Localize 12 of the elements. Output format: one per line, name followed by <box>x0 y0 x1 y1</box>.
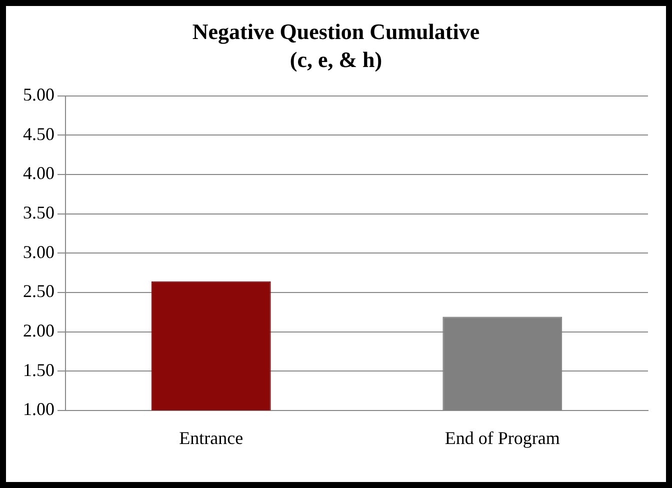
x-tick-label: Entrance <box>179 428 244 448</box>
x-tick-label: End of Program <box>444 428 560 448</box>
y-tick-label: 1.50 <box>23 360 54 380</box>
y-tick-label: 4.00 <box>23 163 54 184</box>
chart-title: Negative Question Cumulative (c, e, & h) <box>191 18 481 74</box>
y-tick-label: 3.00 <box>23 242 54 262</box>
y-tick-label: 3.50 <box>23 202 54 223</box>
y-tick-label: 2.50 <box>23 281 54 302</box>
y-tick-label: 5.00 <box>23 84 54 105</box>
y-tick-label: 4.50 <box>23 124 54 144</box>
y-tick-label: 1.00 <box>23 399 54 420</box>
y-tick-label: 2.00 <box>23 320 54 340</box>
